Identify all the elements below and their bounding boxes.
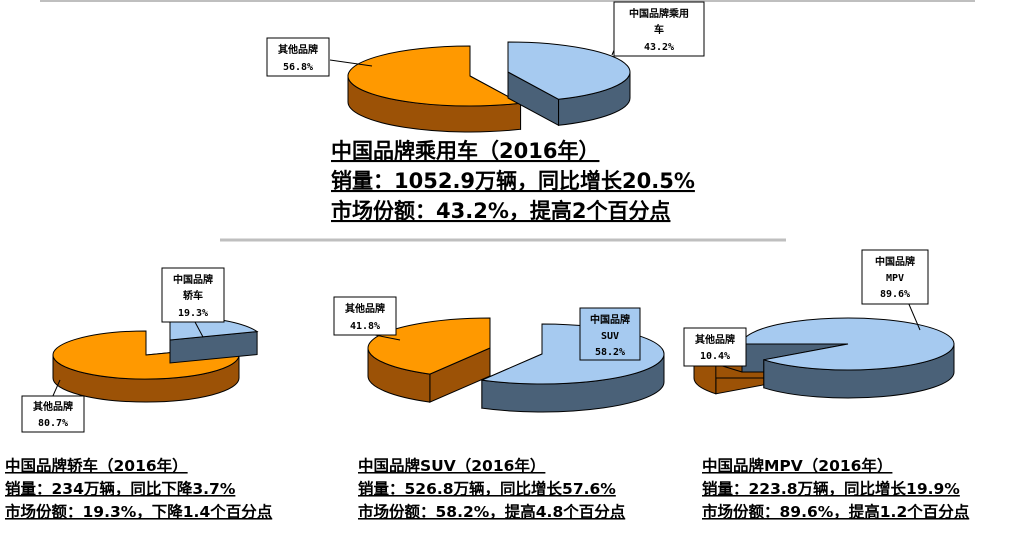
pie2-other-brands-top — [367, 317, 491, 375]
pie-chart-passenger-cars — [347, 41, 631, 133]
caption-p3-line3: 市场份额：89.6%，提高1.2个百分点 — [702, 502, 970, 521]
caption-sedans: 中国品牌轿车（2016年） 销量：234万辆，同比下降3.7% 市场份额：19.… — [5, 456, 273, 521]
caption-p2-line3: 市场份额：58.2%，提高4.8个百分点 — [358, 502, 626, 521]
callout-p1-other-value: 80.7% — [38, 418, 68, 429]
caption-p3-line1: 中国品牌MPV（2016年） — [702, 456, 892, 475]
caption-p3-line2: 销量：223.8万辆，同比增长19.9% — [702, 479, 960, 498]
caption-p0-line3: 市场份额：43.2%，提高2个百分点 — [331, 199, 670, 223]
caption-p1-line2: 销量：234万辆，同比下降3.7% — [5, 479, 236, 498]
pie0-china-brand-top — [507, 41, 631, 100]
callout-p0-brand-line2: 车 — [654, 23, 664, 36]
callout-p3-other-line1: 其他品牌 — [695, 333, 735, 346]
caption-mpv: 中国品牌MPV（2016年） 销量：223.8万辆，同比增长19.9% 市场份额… — [702, 456, 970, 521]
callout-p0-brand: 中国品牌乘用 车 43.2% — [613, 1, 705, 57]
callout-p2-other-value: 41.8% — [350, 321, 380, 332]
pie0-slice-china-brand — [507, 41, 631, 127]
callout-p1-other: 其他品牌 80.7% — [21, 395, 85, 433]
caption-p2-line2: 销量：526.8万辆，同比增长57.6% — [358, 479, 616, 498]
callout-p3-brand: 中国品牌 MPV 89.6% — [861, 249, 929, 305]
callout-p1-brand-value: 19.3% — [178, 308, 208, 319]
callout-p1-brand-line2: 轿车 — [183, 289, 203, 302]
pie0-other-brands-top — [347, 45, 523, 107]
callout-p2-brand-value: 58.2% — [595, 347, 625, 358]
pie1-other-brands-top — [52, 330, 240, 380]
callout-p3-brand-line1: 中国品牌 — [875, 255, 915, 268]
callout-p0-brand-line1: 中国品牌乘用 — [629, 7, 689, 20]
leader-p1-other — [51, 379, 61, 399]
callout-p0-other-line1: 其他品牌 — [278, 43, 318, 56]
caption-p0-line1: 中国品牌乘用车（2016年） — [331, 139, 599, 163]
callout-p1-brand-line1: 中国品牌 — [173, 273, 213, 286]
caption-p1-line3: 市场份额：19.3%，下降1.4个百分点 — [5, 502, 273, 521]
callout-p2-other-line1: 其他品牌 — [345, 302, 385, 315]
callout-p3-brand-value: 89.6% — [880, 289, 910, 300]
callout-p0-other-value: 56.8% — [283, 62, 313, 73]
caption-p0-line2: 销量：1052.9万辆，同比增长20.5% — [331, 169, 695, 193]
pie3-slice-china-brand — [741, 317, 955, 399]
callout-p0-brand-value: 43.2% — [644, 42, 674, 53]
callout-p3-other-value: 10.4% — [700, 351, 730, 362]
leader-p3-brand — [907, 301, 921, 331]
callout-p3-other: 其他品牌 10.4% — [683, 327, 747, 367]
caption-suv: 中国品牌SUV（2016年） 销量：526.8万辆，同比增长57.6% 市场份额… — [358, 456, 626, 521]
callout-p1-brand: 中国品牌 轿车 19.3% — [161, 267, 225, 323]
leader-p1-brand — [194, 321, 204, 338]
pie-chart-sedans — [52, 315, 259, 403]
callout-p2-brand-line1: 中国品牌 — [590, 313, 630, 326]
leader-p0-other — [329, 59, 373, 67]
pie1-slice-china-brand — [169, 315, 259, 364]
pie0-slice-other-brands — [347, 45, 523, 133]
pie2-slice-other-brands — [367, 317, 491, 403]
pie3-china-brand-top — [741, 317, 955, 371]
callout-p2-other: 其他品牌 41.8% — [333, 296, 397, 336]
callout-p2-brand: 中国品牌 SUV 58.2% — [579, 307, 641, 361]
caption-p2-line1: 中国品牌SUV（2016年） — [358, 456, 545, 475]
callout-p1-other-line1: 其他品牌 — [33, 400, 73, 413]
callout-p2-brand-line2: SUV — [601, 331, 619, 342]
caption-passenger-cars: 中国品牌乘用车（2016年） 销量：1052.9万辆，同比增长20.5% 市场份… — [331, 139, 695, 223]
callout-p3-brand-line2: MPV — [886, 273, 904, 284]
callout-p0-other: 其他品牌 56.8% — [266, 37, 330, 77]
caption-p1-line1: 中国品牌轿车（2016年） — [5, 456, 188, 475]
